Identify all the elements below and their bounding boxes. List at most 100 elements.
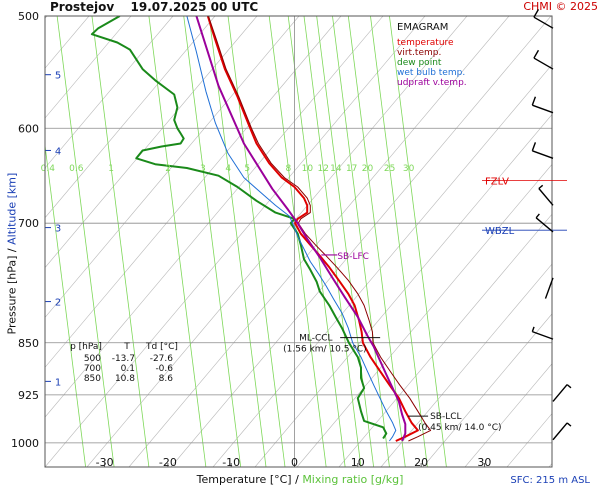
wind-barb-staff [535, 217, 554, 233]
wind-barb-flag [533, 9, 540, 18]
wind-barb-staff [532, 330, 554, 340]
wind-barb-staff [552, 422, 568, 441]
mixing-ratio-line [56, 16, 115, 467]
surface-elevation: SFC: 215 m ASL [510, 475, 590, 486]
sounding-datetime: 19.07.2025 00 UTC [130, 0, 259, 14]
mixing-ratio-label: 0.6 [69, 164, 84, 174]
legend-entry-wet_bulb: wet bulb temp. [397, 68, 465, 78]
dry-adiabat-line [296, 163, 552, 467]
mixing-ratio-line [303, 16, 362, 467]
y-axis-pressure-label: Pressure [hPa] [5, 255, 19, 335]
table-header-p: p [hPa] [70, 342, 102, 352]
wind-barb-flag [535, 213, 540, 219]
lcl-sublabel: (0.45 km/ 14.0 °C) [418, 423, 501, 433]
pressure-tick-label: 925 [18, 389, 39, 402]
table-cell-td: -27.6 [150, 354, 174, 364]
wind-barb [531, 96, 554, 114]
mixing-ratio-label: 0.4 [41, 164, 56, 174]
lfc-label: SB-LFC [337, 252, 369, 262]
wind-barb-staff [533, 16, 554, 29]
mixing-ratio-label: 3 [200, 164, 206, 174]
wind-barb-staff [538, 188, 554, 206]
mixing-ratio-line [347, 16, 406, 467]
mixing-ratio-label: 12 [317, 164, 328, 174]
mixing-ratio-label: 10 [302, 164, 314, 174]
wind-barb [544, 277, 554, 299]
dry-adiabat-line [506, 413, 552, 467]
dry-adiabat-line [380, 263, 552, 467]
mixing-ratio-line [370, 16, 428, 467]
wind-barb [538, 184, 554, 206]
altitude-tick-label: 1 [55, 377, 61, 388]
table-cell-p: 500 [84, 354, 101, 364]
dry-adiabat-line [338, 213, 552, 467]
station-name: Prostejov [50, 0, 115, 14]
dry-adiabat-line [548, 462, 552, 467]
wind-barb-flag [531, 326, 535, 332]
wind-barb-flag [538, 184, 544, 190]
table-header-t: T [123, 342, 130, 352]
dry-adiabat-line [254, 114, 552, 467]
mixing-ratio-line [332, 16, 390, 467]
table-cell-td: -0.6 [155, 364, 173, 374]
dry-adiabat-line [45, 16, 216, 219]
wind-barb [552, 384, 572, 402]
y-axis-altitude-label: Altitude [km] [5, 172, 19, 245]
wind-barb-staff [552, 384, 568, 402]
dry-adiabat-line [45, 16, 342, 368]
mixing-ratio-line [208, 16, 267, 467]
pressure-tick-label: 600 [18, 122, 39, 135]
series-line-wet_bulb [186, 16, 397, 442]
altitude-tick-label: 5 [55, 71, 61, 82]
y-axis-label: Pressure [hPa] / Altitude [km] [5, 172, 19, 335]
wind-barb [535, 213, 554, 233]
dry-adiabat-line [45, 16, 132, 119]
mixing-ratio-line [389, 16, 447, 467]
series-line-updraft [195, 16, 407, 442]
wind-barb-staff [532, 150, 554, 159]
mixing-ratio-label: 1 [108, 164, 114, 174]
mixing-ratio-line [316, 16, 375, 467]
wind-barb [552, 422, 572, 441]
dry-adiabat-line [212, 64, 552, 467]
x-axis-label: Temperature [°C] / Mixing ratio [g/kg] [0, 473, 600, 486]
wind-barb [533, 49, 554, 70]
y-axis-separator: / [5, 248, 19, 253]
mixing-ratio-line [45, 142, 87, 467]
pressure-tick-label: 500 [18, 10, 39, 23]
mixing-ratio-line [91, 16, 150, 467]
mixing-ratio-line [227, 16, 286, 467]
mixing-ratio-label: 25 [384, 164, 395, 174]
dry-adiabat-line [45, 16, 426, 467]
dry-adiabat-line [45, 16, 174, 169]
credit-text: CHMI © 2025 [523, 0, 598, 13]
mixing-ratio-label: 20 [362, 164, 374, 174]
temperature-tick-label: 0 [291, 456, 298, 469]
table-cell-p: 700 [84, 364, 101, 374]
mixing-ratio-line [268, 16, 327, 467]
mixing-ratio-line [287, 16, 346, 467]
level-label-wbzl: WBZL [485, 226, 515, 237]
station-title: Prostejov 19.07.2025 00 UTC [50, 0, 258, 14]
dry-adiabat-line [464, 363, 552, 467]
temperature-tick-label: 20 [414, 456, 428, 469]
wind-barb-staff [544, 277, 554, 299]
dry-adiabat-line [86, 16, 468, 467]
temperature-tick-label: 30 [477, 456, 491, 469]
legend-title: EMAGRAM [397, 22, 448, 33]
altitude-tick-label: 2 [55, 298, 61, 309]
ccl-label: ML-CCL [299, 334, 332, 344]
table-cell-p: 850 [84, 374, 101, 384]
wind-barb-flag [566, 422, 572, 427]
mixing-ratio-line [148, 16, 207, 467]
table-cell-td: 8.6 [159, 374, 174, 384]
table-cell-t: -13.7 [112, 354, 135, 364]
x-axis-temp-label: Temperature [°C] [196, 473, 292, 486]
mixing-ratio-label: 4 [225, 164, 231, 174]
series-line-dew_point [90, 16, 388, 440]
mixing-ratio-label: 5 [244, 164, 250, 174]
mixing-ratio-label: 14 [330, 164, 342, 174]
ccl-sublabel: (1.56 km/ 10.5 °C) [283, 345, 366, 355]
plot-frame [44, 15, 553, 468]
wind-barb-staff [533, 57, 554, 70]
